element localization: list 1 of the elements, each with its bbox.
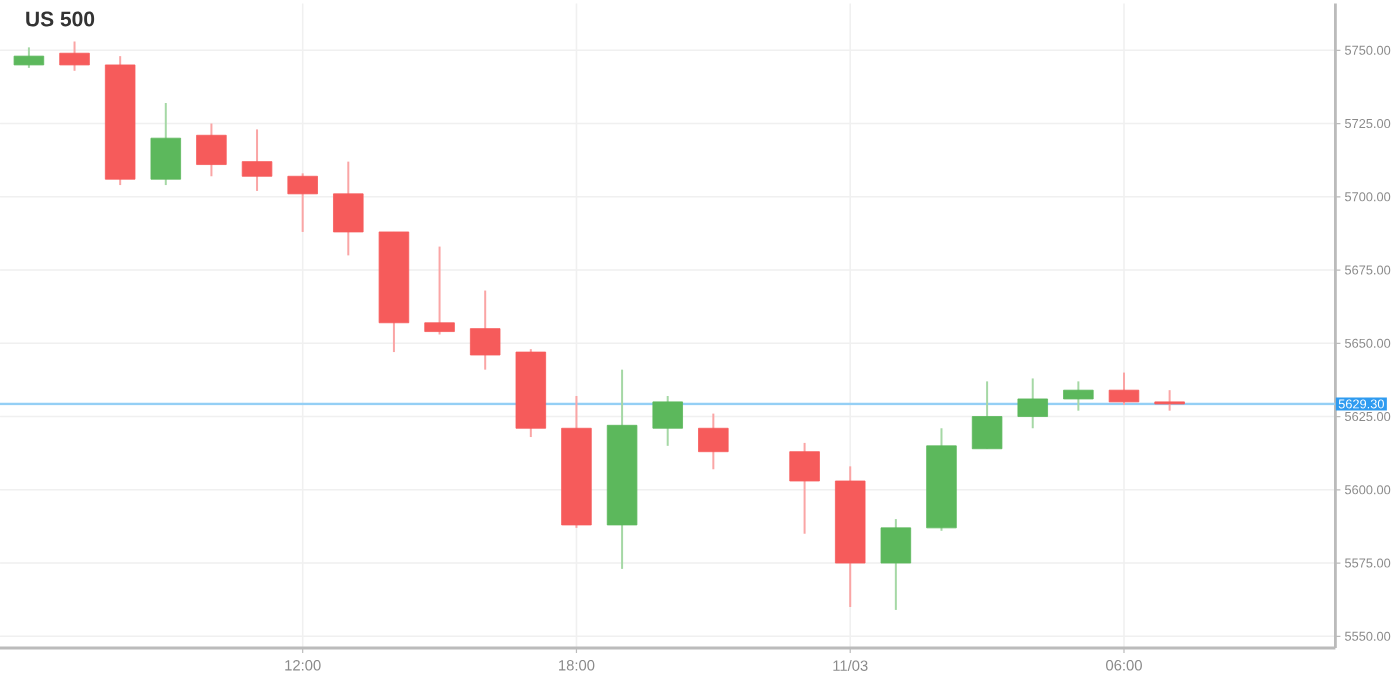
chart-title: US 500 (26, 11, 95, 27)
